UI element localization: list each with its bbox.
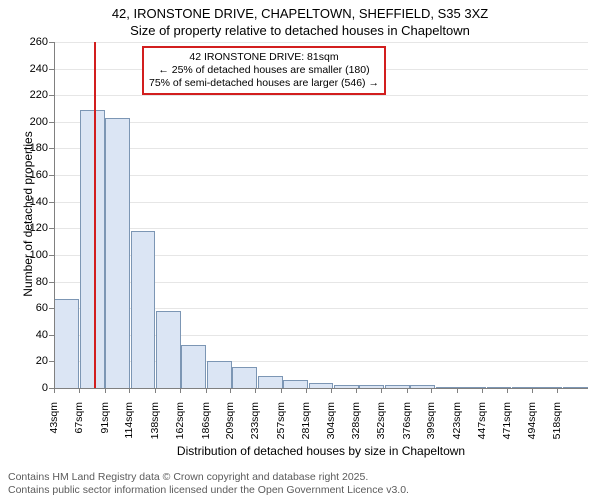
gridline <box>54 122 588 123</box>
annotation-title: 42 IRONSTONE DRIVE: 81sqm <box>189 51 338 63</box>
x-tick-label: 376sqm <box>401 402 413 452</box>
gridline <box>54 42 588 43</box>
x-tick-label: 518sqm <box>551 402 563 452</box>
x-tick-label: 399sqm <box>425 402 437 452</box>
gridline <box>54 175 588 176</box>
y-tick-label: 120 <box>24 222 48 234</box>
y-tick-label: 80 <box>24 276 48 288</box>
x-tick-label: 209sqm <box>224 402 236 452</box>
annotation-line-2: 75% of semi-detached houses are larger (… <box>149 77 379 89</box>
x-tick-label: 304sqm <box>325 402 337 452</box>
histogram-bar <box>258 376 283 388</box>
histogram-bar <box>207 361 232 388</box>
chart-title: 42, IRONSTONE DRIVE, CHAPELTOWN, SHEFFIE… <box>0 0 600 40</box>
chart-container: 42, IRONSTONE DRIVE, CHAPELTOWN, SHEFFIE… <box>0 0 600 500</box>
x-axis-line <box>54 388 588 389</box>
marker-line <box>94 42 96 388</box>
plot-area: 42 IRONSTONE DRIVE: 81sqm← 25% of detach… <box>54 42 588 388</box>
title-line-1: 42, IRONSTONE DRIVE, CHAPELTOWN, SHEFFIE… <box>112 6 488 21</box>
x-tick-label: 162sqm <box>174 402 186 452</box>
histogram-bar <box>80 110 105 388</box>
x-tick-label: 43sqm <box>48 402 60 452</box>
x-tick-label: 138sqm <box>149 402 161 452</box>
y-tick-label: 20 <box>24 355 48 367</box>
gridline <box>54 228 588 229</box>
annotation-box: 42 IRONSTONE DRIVE: 81sqm← 25% of detach… <box>142 46 386 95</box>
y-tick-label: 200 <box>24 116 48 128</box>
x-tick-label: 186sqm <box>200 402 212 452</box>
histogram-bar <box>131 231 156 388</box>
y-tick-label: 140 <box>24 196 48 208</box>
footer-line-2: Contains public sector information licen… <box>8 484 409 497</box>
x-tick-label: 328sqm <box>350 402 362 452</box>
histogram-bar <box>156 311 181 388</box>
x-tick-label: 447sqm <box>476 402 488 452</box>
histogram-bar <box>283 380 308 388</box>
annotation-line-1: ← 25% of detached houses are smaller (18… <box>158 64 369 76</box>
x-tick-label: 233sqm <box>249 402 261 452</box>
x-tick-label: 257sqm <box>275 402 287 452</box>
y-tick-label: 180 <box>24 142 48 154</box>
gridline <box>54 202 588 203</box>
y-tick-label: 40 <box>24 329 48 341</box>
x-tick-label: 471sqm <box>501 402 513 452</box>
x-tick-label: 114sqm <box>123 402 135 452</box>
x-tick-label: 423sqm <box>451 402 463 452</box>
footer-line-1: Contains HM Land Registry data © Crown c… <box>8 471 368 484</box>
histogram-bar <box>54 299 79 388</box>
gridline <box>54 148 588 149</box>
x-tick-label: 494sqm <box>526 402 538 452</box>
x-tick-label: 352sqm <box>375 402 387 452</box>
x-tick-label: 67sqm <box>73 402 85 452</box>
y-tick-label: 220 <box>24 89 48 101</box>
y-tick-label: 260 <box>24 36 48 48</box>
histogram-bar <box>181 345 206 388</box>
histogram-bar <box>232 367 257 388</box>
y-tick-label: 0 <box>24 382 48 394</box>
y-tick-label: 240 <box>24 63 48 75</box>
x-tick-label: 281sqm <box>300 402 312 452</box>
y-tick-label: 60 <box>24 302 48 314</box>
y-tick-label: 160 <box>24 169 48 181</box>
y-tick-label: 100 <box>24 249 48 261</box>
x-tick-label: 91sqm <box>99 402 111 452</box>
title-line-2: Size of property relative to detached ho… <box>130 23 470 38</box>
histogram-bar <box>105 118 130 388</box>
y-axis-line <box>54 42 55 388</box>
